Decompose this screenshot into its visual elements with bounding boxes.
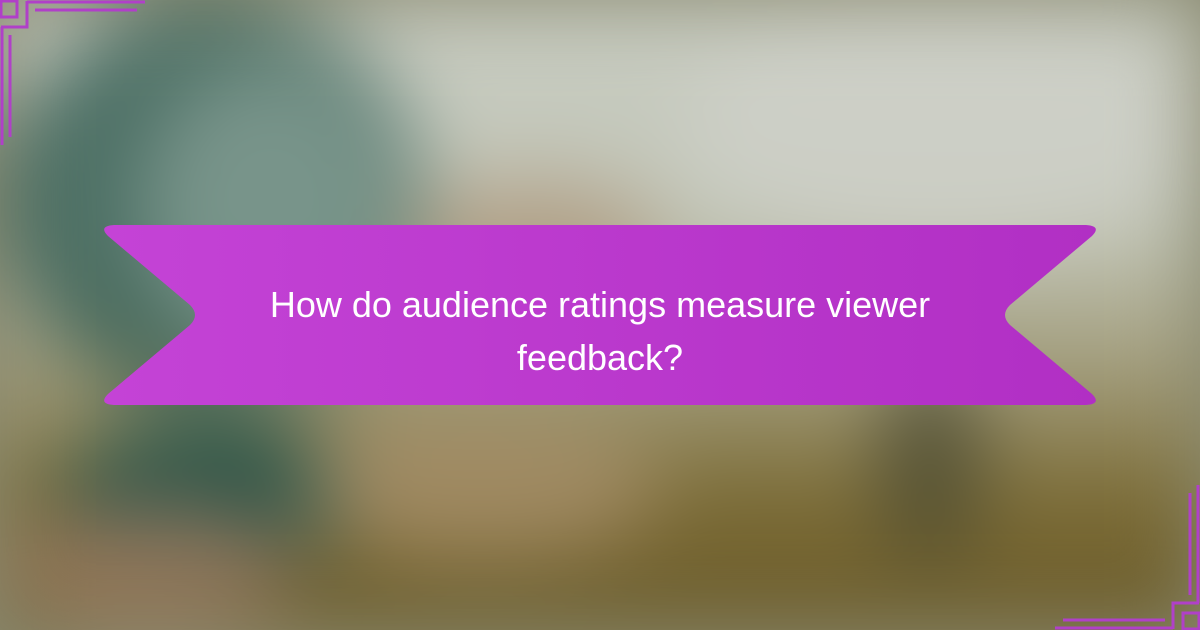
corner-frame-top-left xyxy=(0,0,145,145)
ribbon-shape xyxy=(104,225,1096,405)
corner-frame-bottom-right xyxy=(1055,485,1200,630)
banner-title: How do audience ratings measure viewer f… xyxy=(269,284,931,378)
